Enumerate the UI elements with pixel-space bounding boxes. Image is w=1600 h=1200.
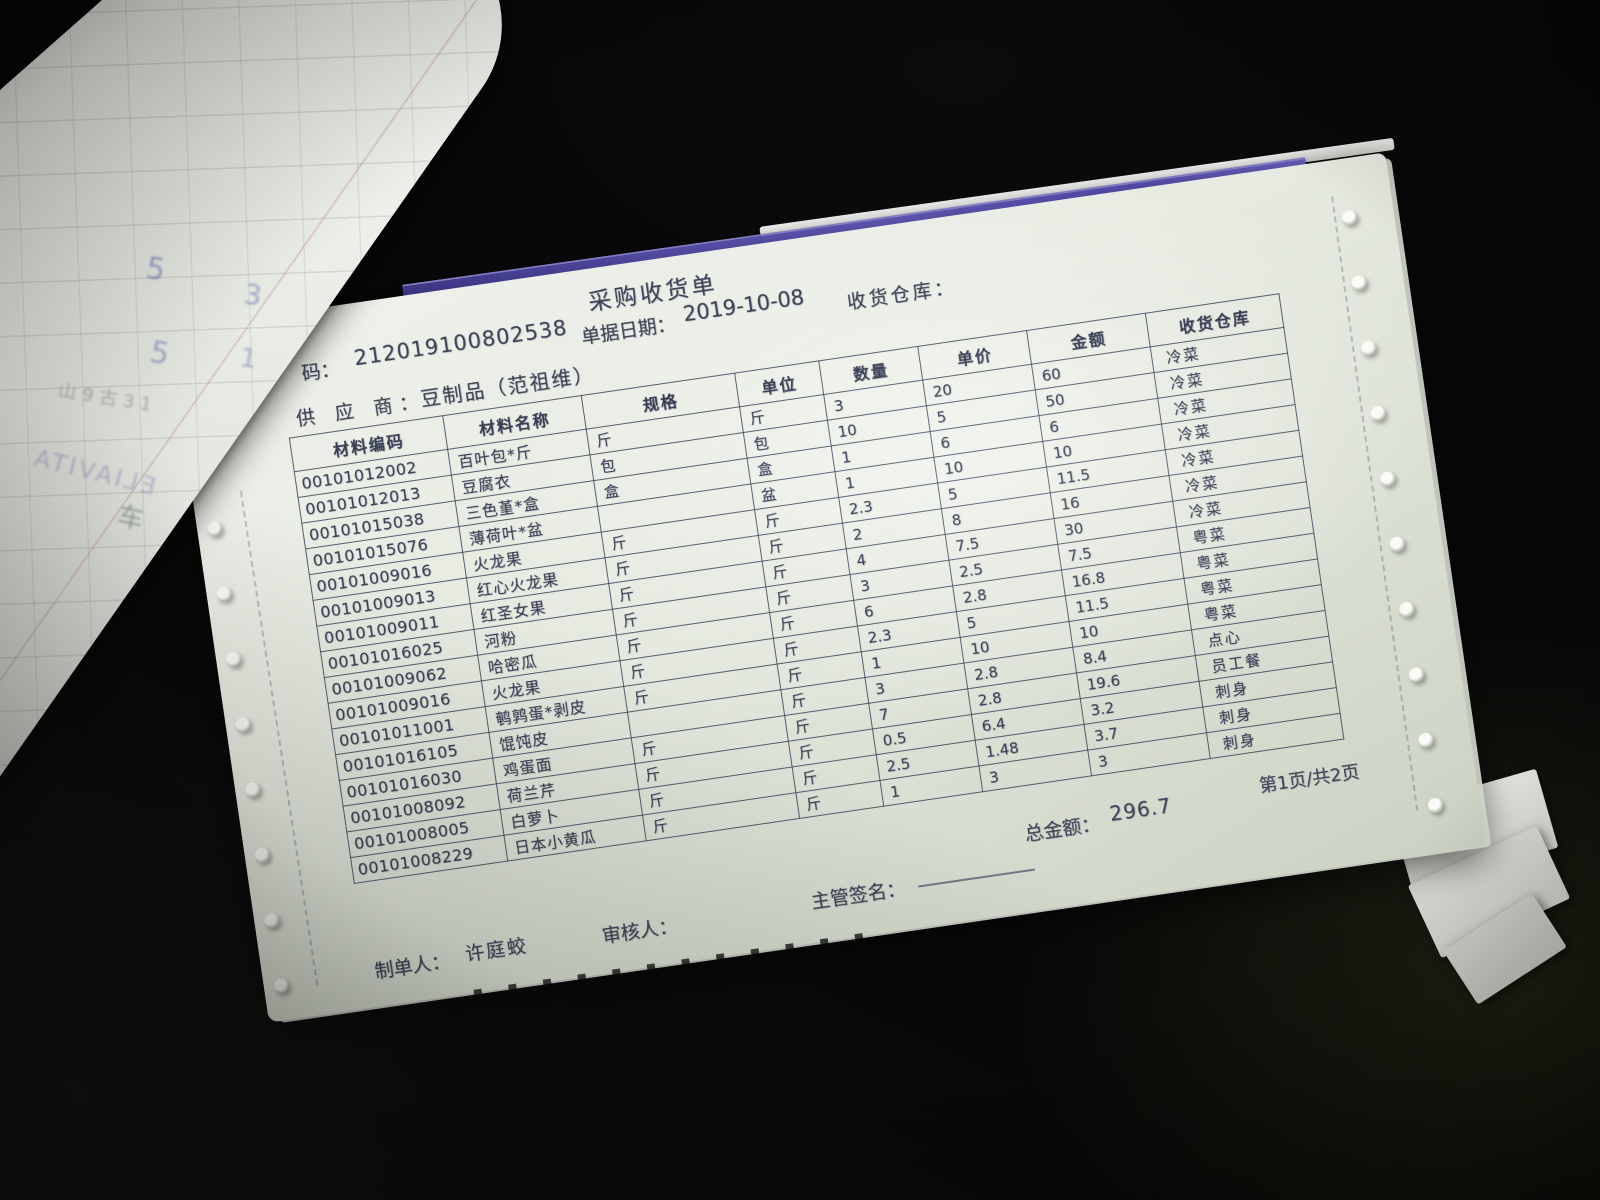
tractor-hole — [263, 912, 281, 930]
total-amount-value: 296.7 — [1108, 793, 1174, 826]
tractor-hole — [244, 781, 262, 799]
signature-line — [916, 856, 1036, 888]
tractor-hole — [1369, 405, 1387, 423]
tractor-hole — [253, 846, 271, 864]
preparer-name: 许庭蛟 — [463, 934, 530, 966]
supervisor-signature-label: 主管签名： — [809, 877, 907, 914]
tractor-hole — [1426, 797, 1444, 815]
tractor-hole — [272, 977, 290, 995]
table-body: 00101012002 百叶包*斤斤斤 3 20 60 冷菜 00101012013 豆腐衣包… — [294, 327, 1344, 884]
page-indicator: 第1页/共2页 — [1257, 761, 1361, 798]
receipt-paper: 采购收货单 收货仓库： 码： 212019100802538 单据日期： 201… — [168, 152, 1487, 1023]
document-code-value: 212019100802538 — [352, 315, 569, 371]
perforation-line-right — [1331, 196, 1419, 811]
tractor-hole — [1398, 601, 1416, 619]
tractor-hole — [206, 520, 224, 538]
tractor-hole — [1360, 339, 1378, 357]
tractor-hole — [1379, 470, 1397, 488]
warehouse-field-label: 收货仓库： — [845, 275, 958, 314]
tractor-hole — [1407, 666, 1425, 684]
document-code-label: 码： — [300, 357, 341, 386]
tractor-hole — [1350, 274, 1368, 292]
tractor-hole — [1388, 535, 1406, 553]
reviewer-label: 审核人： — [600, 914, 679, 948]
tractor-hole — [1417, 731, 1435, 749]
tractor-hole — [1341, 209, 1359, 227]
tractor-hole — [225, 650, 243, 668]
tilted-paper-stack: 采购收货单 收货仓库： 码： 212019100802538 单据日期： 201… — [168, 137, 1487, 1023]
preparer-label: 制单人： — [373, 950, 452, 983]
tractor-hole — [234, 716, 252, 734]
total-amount-label: 总金额： — [1023, 812, 1102, 846]
tractor-hole — [215, 585, 233, 603]
